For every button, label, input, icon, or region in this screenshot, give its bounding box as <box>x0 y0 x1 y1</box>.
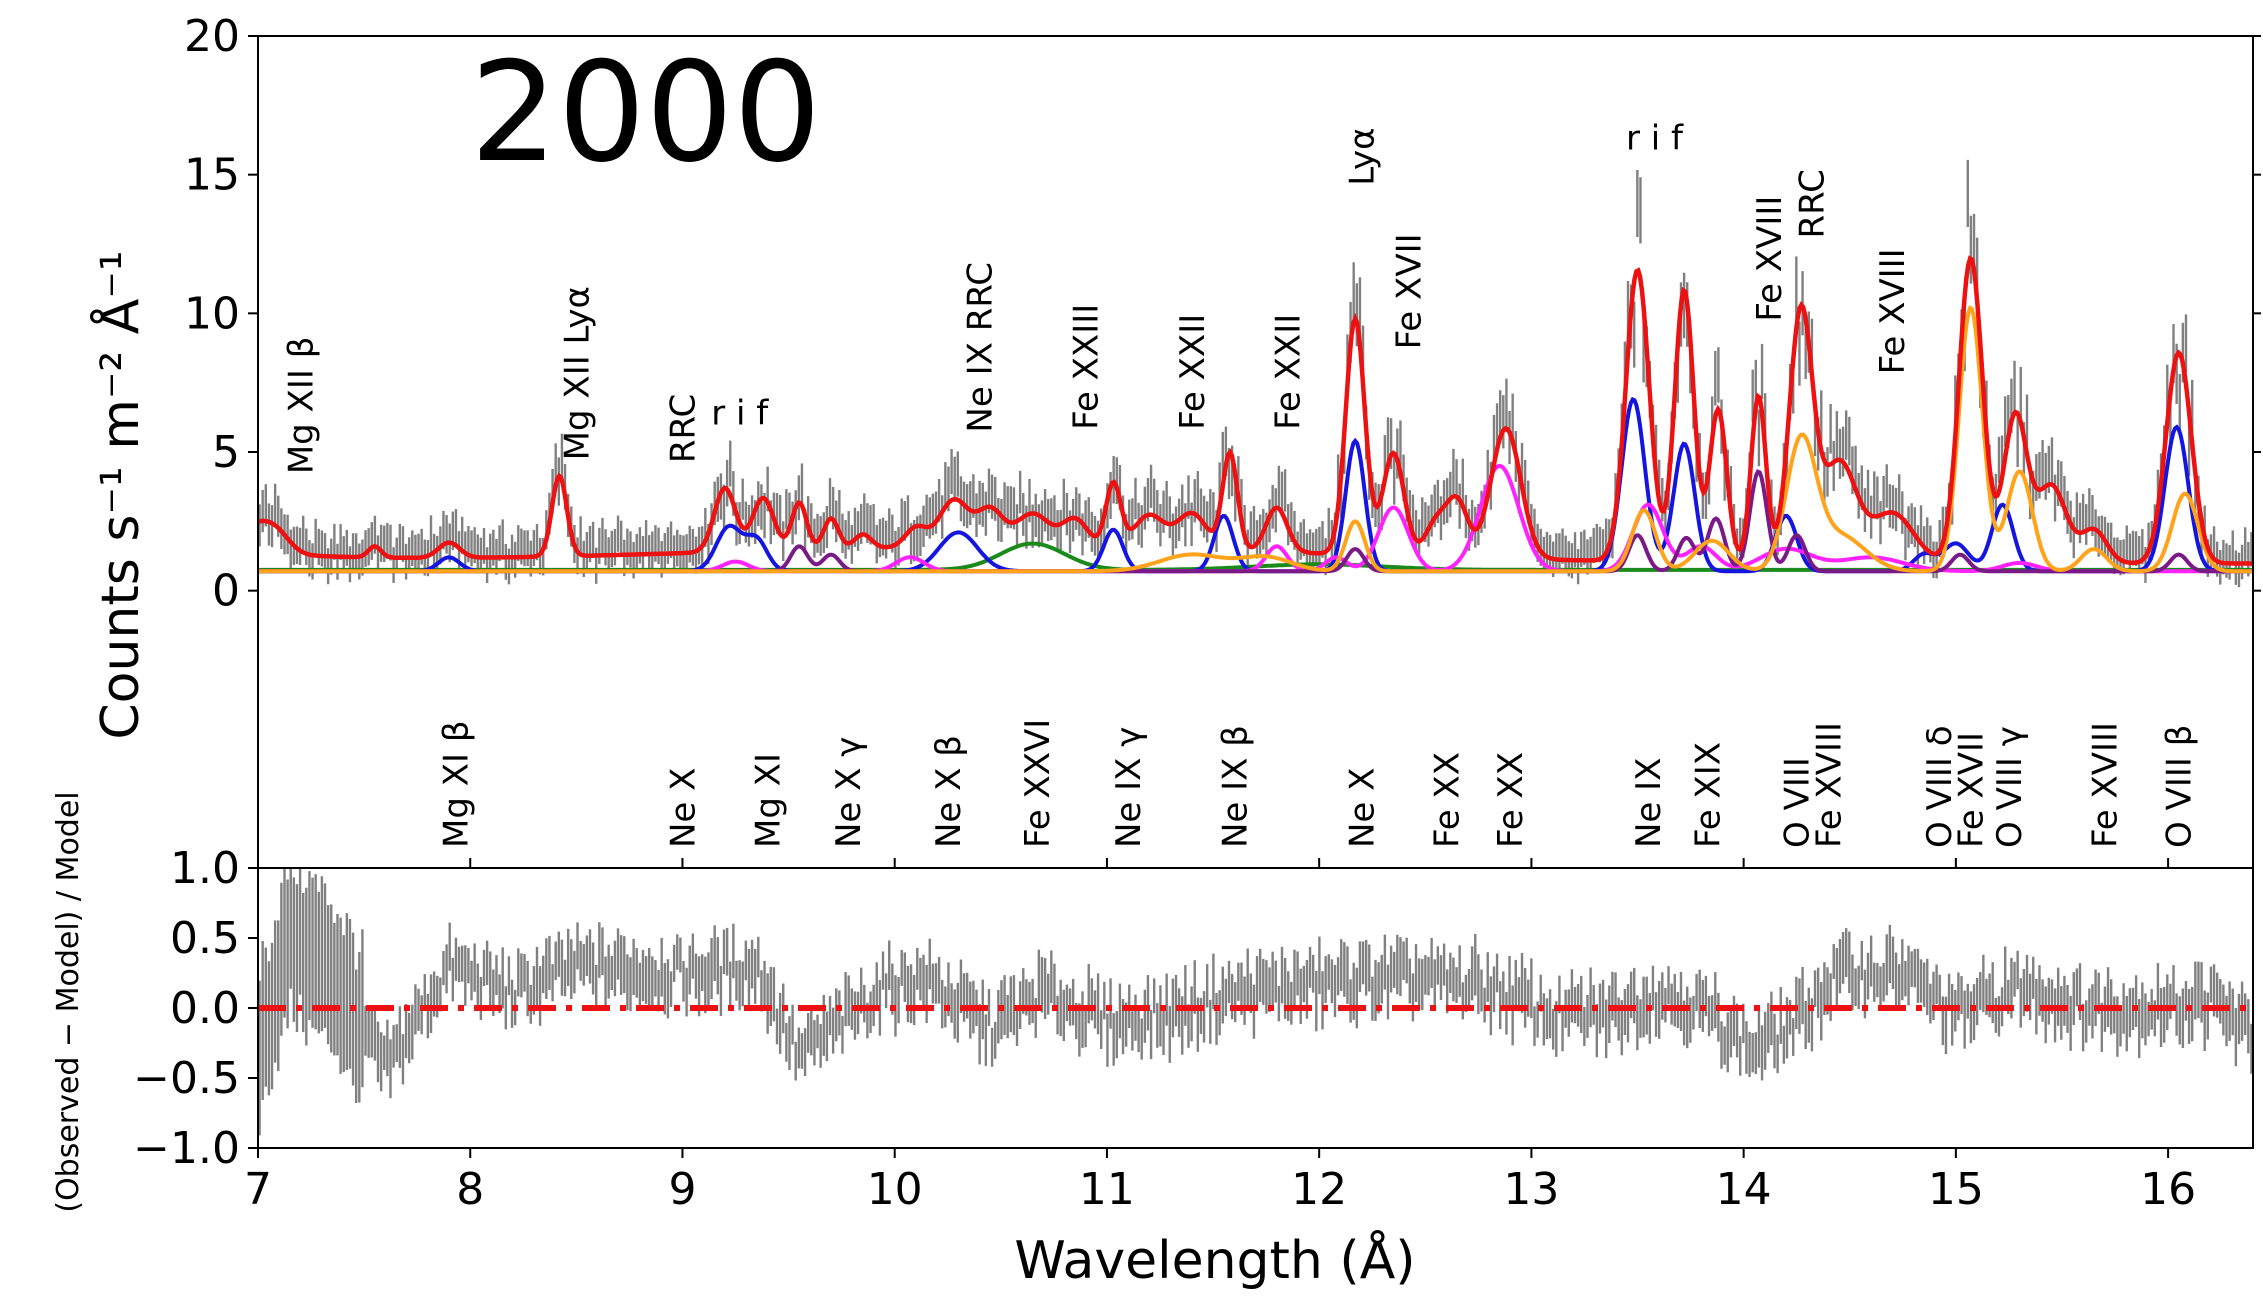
x-tick-label: 10 <box>867 1164 923 1215</box>
x-axis-label: Wavelength (Å) <box>1014 1229 1415 1291</box>
x-tick-label: 16 <box>2140 1164 2196 1215</box>
x-tick-label: 8 <box>456 1164 484 1215</box>
line-label-bottom: Ne IX <box>1629 758 1669 848</box>
x-tick-label: 7 <box>244 1164 272 1215</box>
line-label-top: Fe XXII <box>1173 314 1213 430</box>
line-label-bottom: Fe XIX <box>1689 742 1729 848</box>
x-tick-label: 9 <box>668 1164 696 1215</box>
line-label-bottom: Ne X <box>663 768 703 848</box>
line-label-bottom: Fe XVII <box>1952 732 1992 848</box>
line-label-bottom: Ne X <box>1343 768 1383 848</box>
line-label-bottom: O VIII <box>1778 757 1818 848</box>
line-label-bottom: Ne X β <box>929 735 969 848</box>
line-label-top: r i f <box>711 393 769 433</box>
line-label-top: Lyα <box>1343 127 1383 185</box>
line-label-top: RRC <box>1793 169 1833 238</box>
series-total-model <box>258 255 2253 566</box>
line-label-top: r i f <box>1626 119 1684 159</box>
line-label-top: Fe XVIII <box>1873 248 1913 374</box>
y-tick-label: 10 <box>184 288 240 339</box>
residual-y-tick-label: 0.5 <box>170 913 240 964</box>
line-label-bottom: Mg XI β <box>436 720 476 848</box>
line-label-bottom: Fe XX <box>1491 752 1531 848</box>
residual-y-tick-label: 0.0 <box>170 983 240 1034</box>
year-title: 2000 <box>470 32 821 193</box>
line-label-bottom: Fe XXVI <box>1018 719 1058 848</box>
line-label-bottom: O VIII γ <box>1990 726 2030 848</box>
line-label-bottom: Fe XX <box>1428 752 1468 848</box>
residual-y-tick-label: −0.5 <box>133 1053 240 1104</box>
line-labels: Mg XII β Mg XII Lyα RRC r i f Ne IX RRC Fe XX… <box>281 119 2199 848</box>
line-label-bottom: Fe XVIII <box>1810 722 1850 848</box>
spectrum-panel <box>258 159 2253 588</box>
y-tick-label: 15 <box>184 150 240 201</box>
y-tick-label: 0 <box>212 566 240 617</box>
x-tick-label: 13 <box>1503 1164 1559 1215</box>
y-axis-label: Counts s⁻¹ m⁻² Å⁻¹ <box>89 250 151 739</box>
x-tick-label: 11 <box>1079 1164 1135 1215</box>
line-label-top: RRC <box>663 394 703 463</box>
residual-data <box>258 868 2253 1136</box>
line-label-top: Fe XVIII <box>1750 196 1790 322</box>
line-label-bottom: O VIII β <box>2160 725 2200 848</box>
line-label-top: Mg XII β <box>281 337 321 475</box>
x-tick-label: 12 <box>1291 1164 1347 1215</box>
axes-frames: 7 8 9 10 11 12 13 14 15 16 0 5 10 15 20 −1.0 −0.5 0.0 0.5 1… <box>133 11 2261 1215</box>
x-tick-label: 14 <box>1716 1164 1772 1215</box>
line-label-bottom: Mg XI <box>748 753 788 848</box>
line-label-bottom: Fe XVIII <box>2085 722 2125 848</box>
line-label-top: Ne IX RRC <box>961 262 1001 433</box>
y-tick-label: 5 <box>212 427 240 478</box>
line-label-top: Mg XII Lyα <box>557 286 597 460</box>
y-tick-label: 20 <box>184 11 240 62</box>
x-tick-label: 15 <box>1928 1164 1984 1215</box>
line-label-top: Fe XXII <box>1268 314 1308 430</box>
residual-y-tick-label: −1.0 <box>133 1123 240 1174</box>
line-label-top: Fe XVII <box>1389 233 1429 349</box>
line-label-bottom: Ne X γ <box>829 737 869 848</box>
line-label-bottom: Ne IX γ <box>1109 727 1149 848</box>
residual-y-tick-label: 1.0 <box>170 843 240 894</box>
line-label-bottom: Ne IX β <box>1215 725 1255 848</box>
residual-panel <box>258 868 2253 1136</box>
line-label-top: Fe XXIII <box>1067 304 1107 430</box>
series-orange <box>258 305 2253 574</box>
residual-y-label: (Observed − Model) / Model <box>51 791 86 1212</box>
line-label-bottom: O VIII δ <box>1920 725 1960 848</box>
